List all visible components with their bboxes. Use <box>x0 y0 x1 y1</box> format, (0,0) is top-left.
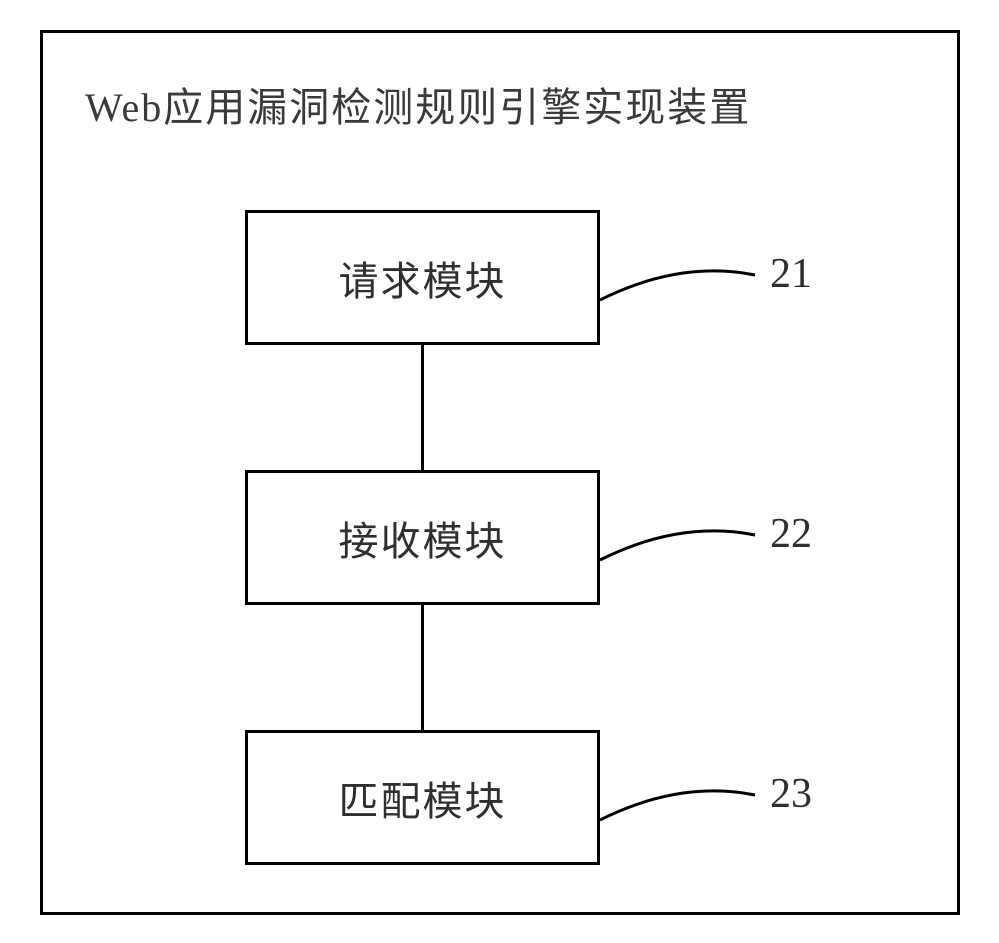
leader-line <box>0 0 999 943</box>
module-number: 23 <box>770 770 812 818</box>
